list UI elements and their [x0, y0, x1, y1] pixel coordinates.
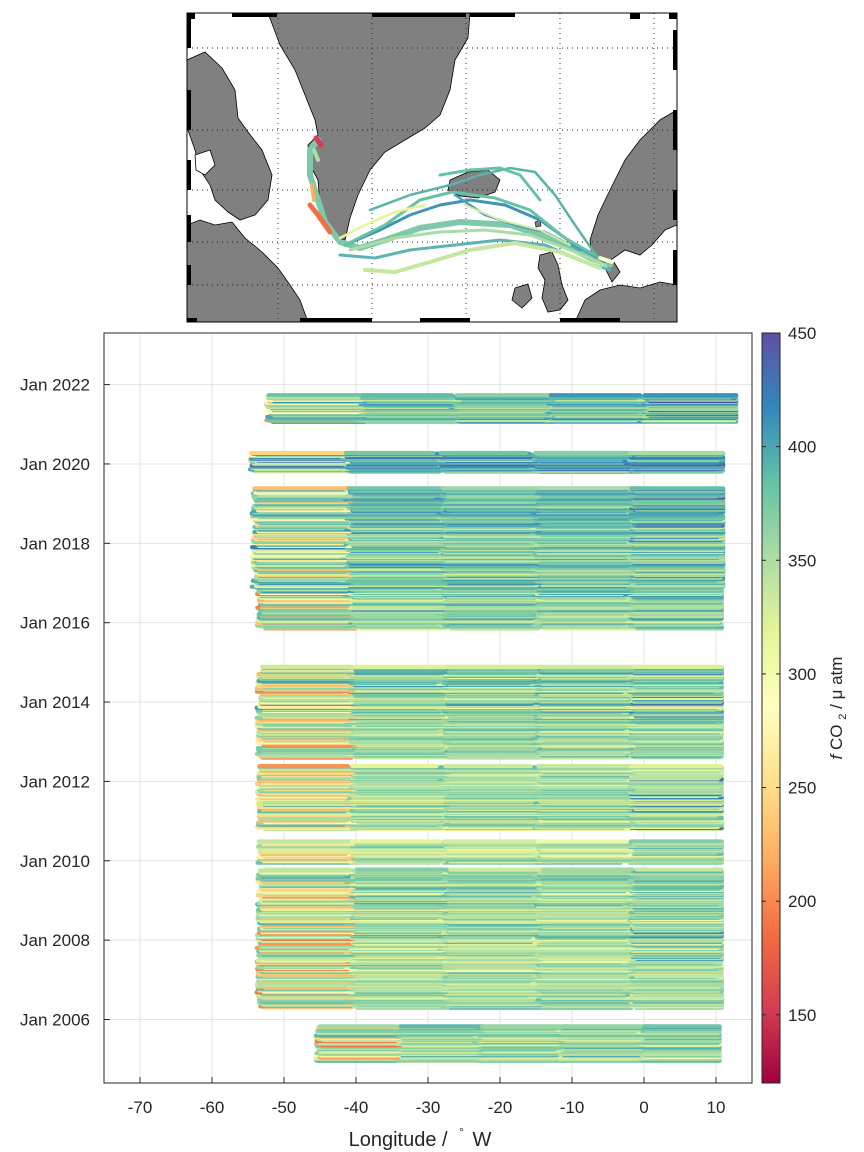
land-baffin-islands	[194, 149, 216, 176]
land-greenland	[267, 13, 471, 241]
y-tick-label: Jan 2022	[20, 376, 90, 395]
ship-tracks	[307, 135, 614, 274]
y-tick-label: Jan 2016	[20, 614, 90, 633]
x-tick-label: -70	[128, 1098, 153, 1117]
data-block	[254, 867, 724, 1010]
degree-symbol: °	[459, 1125, 464, 1139]
colorbar: 150 200 250 300 350 400 450 f CO 2 / μ atm	[761, 324, 850, 1084]
colorbar-label-co: CO	[827, 724, 846, 750]
data-block	[254, 764, 724, 832]
y-tick-label: Jan 2008	[20, 931, 90, 950]
data-block	[313, 1024, 722, 1063]
x-tick-label: -40	[344, 1098, 369, 1117]
colorbar-label-f: f	[827, 752, 846, 759]
data-block	[247, 450, 726, 474]
colorbar-tick-label: 400	[788, 438, 816, 457]
colorbar-ticks: 150 200 250 300 350 400 450	[762, 324, 816, 1025]
colorbar-label-unit: / μ atm	[827, 657, 846, 709]
data-block	[255, 839, 724, 865]
y-tick-label: Jan 2020	[20, 455, 90, 474]
map-panel	[186, 12, 678, 323]
land-labrador	[187, 219, 309, 322]
land-ireland	[511, 283, 533, 309]
y-tick-label: Jan 2012	[20, 772, 90, 791]
x-tick-label: -50	[272, 1098, 297, 1117]
data-points	[247, 393, 739, 1063]
map-frame-ticks	[187, 13, 677, 322]
colorbar-tick-label: 300	[788, 665, 816, 684]
colorbar-tick-label: 250	[788, 779, 816, 798]
data-block	[249, 486, 726, 589]
colorbar-tick-label: 350	[788, 551, 816, 570]
colorbar-label-sub: 2	[837, 714, 849, 720]
colorbar-tick-label: 150	[788, 1006, 816, 1025]
y-tick-label: Jan 2014	[20, 693, 90, 712]
data-block	[254, 664, 724, 760]
colorbar-gradient	[761, 332, 781, 1084]
y-ticks: Jan 2006 Jan 2008 Jan 2010 Jan 2012 Jan 2014…	[20, 376, 110, 1030]
colorbar-tick-label: 200	[788, 892, 816, 911]
x-tick-label: 0	[639, 1098, 648, 1117]
x-axis-label-unit: W	[473, 1129, 492, 1151]
x-tick-label: -30	[416, 1098, 441, 1117]
x-tick-label: -20	[488, 1098, 513, 1117]
x-axis-label-main: Longitude /	[349, 1129, 448, 1151]
y-tick-label: Jan 2018	[20, 534, 90, 553]
data-block	[254, 585, 724, 631]
x-axis-label: Longitude / ° W	[349, 1119, 492, 1151]
colorbar-label: f CO 2 / μ atm	[827, 657, 850, 760]
colorbar-tick-label: 450	[788, 324, 816, 343]
y-tick-label: Jan 2010	[20, 852, 90, 871]
land-europe	[574, 281, 677, 322]
x-tick-label: 10	[707, 1098, 726, 1117]
land-baffin	[187, 51, 273, 221]
y-tick-label: Jan 2006	[20, 1011, 90, 1030]
land-britain	[537, 251, 569, 313]
x-tick-label: -10	[560, 1098, 585, 1117]
data-block	[263, 393, 739, 424]
x-ticks: -70 -60 -50 -40 -30 -20 -10 0 10	[128, 1077, 726, 1117]
x-tick-label: -60	[200, 1098, 225, 1117]
